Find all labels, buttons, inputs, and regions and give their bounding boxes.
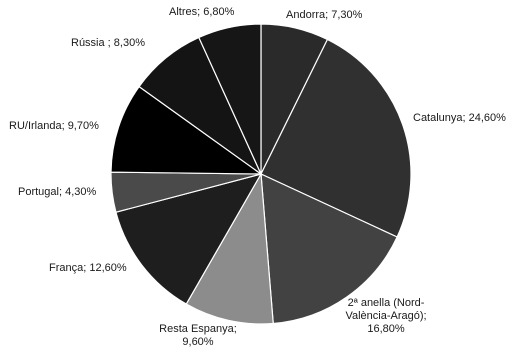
pie-labels: Andorra; 7,30% Catalunya; 24,60% 2ª anella… [9,6,506,348]
pie-slice-2-anella-nord-val-ncia-arag [260,173,398,325]
slice-label: Andorra; 7,30% [286,9,363,21]
slice-label: 2ª anella (Nord-València-Aragó); 16,80% [345,297,426,335]
slice-label: Altres; 6,80% [169,6,235,18]
pie-slice-ru-irlanda [110,85,263,175]
pie-slice-fran-a [115,173,263,305]
slice-label: Rússia ; 8,30% [71,37,145,49]
slice-label: Resta Espanya; 9,60% [159,323,237,348]
slice-label: Portugal; 4,30% [18,186,96,198]
pie-slice-catalunya [260,38,412,238]
pie-slice-altres [198,23,262,175]
slice-label: França; 12,60% [49,262,127,274]
pie-slice-resta-espanya [185,172,274,325]
pie-slices [110,23,412,325]
slice-label: RU/Irlanda; 9,70% [9,120,99,132]
slice-label: Catalunya; 24,60% [413,112,506,124]
